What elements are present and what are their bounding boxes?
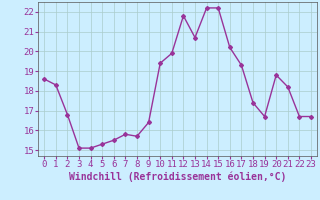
X-axis label: Windchill (Refroidissement éolien,°C): Windchill (Refroidissement éolien,°C) — [69, 172, 286, 182]
